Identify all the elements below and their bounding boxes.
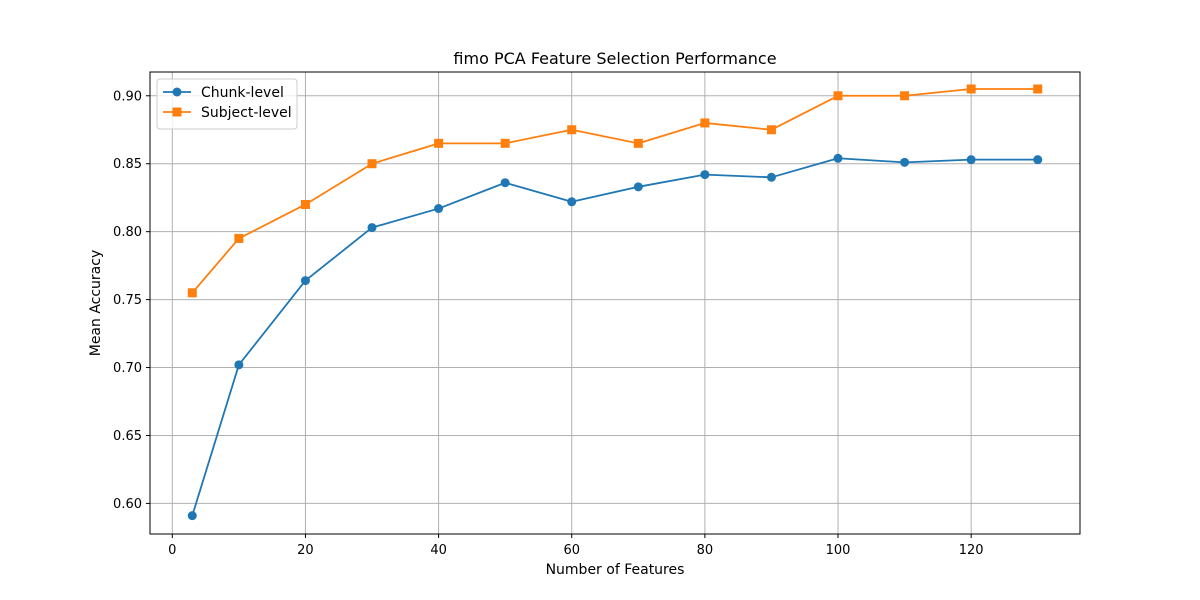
x-tick-label: 60 (563, 543, 580, 558)
x-axis-label: Number of Features (546, 562, 685, 578)
legend-marker-chunk-level (172, 87, 182, 97)
data-point-square (300, 199, 310, 209)
y-tick-label: 0.65 (113, 429, 142, 444)
data-point-circle (966, 155, 976, 165)
axis-ticks: 0 20 40 60 80 100 120 0.60 0.65 0.70 0.75 0.80 0.85 0… (113, 89, 984, 558)
data-point-circle (900, 157, 910, 167)
data-point-circle (1033, 155, 1043, 165)
data-point-circle (234, 360, 244, 370)
data-point-square (367, 159, 377, 169)
series-line (191, 157, 1038, 516)
data-point-square (900, 91, 910, 101)
data-point-circle (833, 153, 843, 163)
series-line (191, 88, 1038, 294)
series-group (187, 84, 1043, 521)
data-point-square (567, 125, 577, 135)
y-tick-label: 0.90 (113, 89, 142, 104)
x-tick-label: 40 (430, 543, 447, 558)
x-tick-label: 0 (168, 543, 176, 558)
data-point-circle (187, 511, 197, 521)
y-tick-label: 0.80 (113, 225, 142, 240)
data-point-square (234, 233, 244, 243)
y-tick-label: 0.60 (113, 497, 142, 512)
legend-label-chunk-level: Chunk-level (201, 85, 284, 101)
x-tick-label: 80 (697, 543, 714, 558)
grid-lines (150, 72, 1080, 534)
data-point-circle (367, 223, 377, 233)
y-axis-label: Mean Accuracy (88, 250, 104, 357)
data-point-circle (300, 276, 310, 286)
data-point-square (833, 91, 843, 101)
y-tick-label: 0.75 (113, 293, 142, 308)
x-tick-label: 120 (959, 543, 984, 558)
x-tick-label: 20 (297, 543, 314, 558)
legend-marker-subject-level (172, 107, 182, 117)
data-point-square (700, 118, 710, 128)
data-point-square (1033, 84, 1043, 94)
legend-box (156, 78, 298, 130)
data-point-circle (567, 197, 577, 207)
data-point-circle (700, 170, 710, 180)
legend: Chunk-level Subject-level (156, 78, 298, 130)
legend-label-subject-level: Subject-level (201, 105, 292, 121)
data-point-square (633, 138, 643, 148)
plot-frame (149, 71, 1081, 535)
series-chunk-level (187, 153, 1043, 521)
data-point-square (500, 138, 510, 148)
y-tick-label: 0.70 (113, 361, 142, 376)
x-tick-label: 100 (826, 543, 851, 558)
series-subject-level (187, 84, 1043, 298)
data-point-circle (500, 178, 510, 188)
y-tick-label: 0.85 (113, 157, 142, 172)
data-point-square (766, 125, 776, 135)
data-point-circle (766, 172, 776, 182)
data-point-square (434, 138, 444, 148)
data-point-square (187, 288, 197, 298)
chart-title: fimo PCA Feature Selection Performance (453, 49, 776, 68)
data-point-square (966, 84, 976, 94)
data-point-circle (434, 204, 444, 214)
data-point-circle (633, 182, 643, 192)
